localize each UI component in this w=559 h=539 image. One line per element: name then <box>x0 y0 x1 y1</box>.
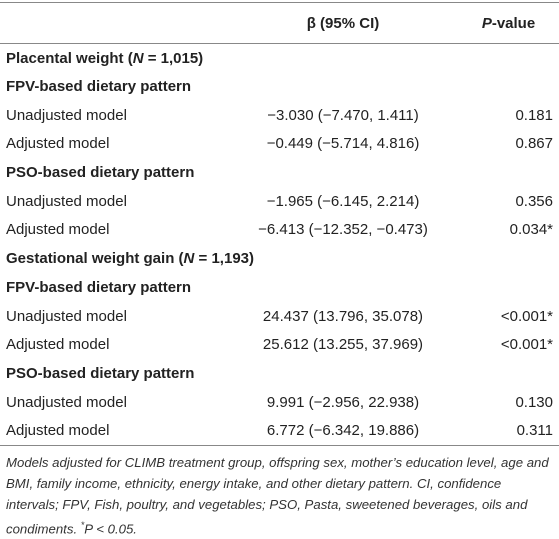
estimate: 6.772 (−6.342, 19.886) <box>266 422 420 440</box>
estimate: −0.449 (−5.714, 4.816) <box>266 135 420 153</box>
header-row: β (95% CI) P-value <box>0 2 559 44</box>
section-row: Placental weight (N = 1,015) <box>0 44 559 73</box>
model-label: Adjusted model <box>6 135 110 153</box>
section-title-end: = 1,193) <box>194 250 255 268</box>
p-value: 0.130 <box>515 393 553 411</box>
estimate: 9.991 (−2.956, 22.938) <box>266 393 420 411</box>
estimate: −3.030 (−7.470, 1.411) <box>267 106 419 124</box>
p-rest: -value <box>491 14 536 32</box>
group-title: PSO-based dietary pattern <box>6 164 195 182</box>
section-title: Gestational weight gain (N = 1,193) <box>0 244 559 273</box>
p-value-header: P-value <box>458 3 559 44</box>
data-row: Adjusted model 6.772 (−6.342, 19.886) 0.31… <box>0 416 559 446</box>
results-table: β (95% CI) P-value Placental weight (N =… <box>0 2 559 446</box>
section-row: Gestational weight gain (N = 1,193) <box>0 244 559 273</box>
model-label: Adjusted model <box>6 422 110 440</box>
section-title-end: = 1,015) <box>143 49 204 67</box>
p-value: 0.181 <box>515 106 553 124</box>
model-label: Unadjusted model <box>6 192 127 210</box>
data-row: Adjusted model −6.413 (−12.352, −0.473) 0.… <box>0 216 559 245</box>
estimate: 25.612 (13.255, 37.969) <box>262 336 424 354</box>
footnote-rest: < 0.05. <box>92 521 137 537</box>
estimate: −1.965 (−6.145, 2.214) <box>266 192 420 210</box>
data-row: Adjusted model −0.449 (−5.714, 4.816) 0.86… <box>0 130 559 159</box>
section-title-start: Gestational weight gain ( <box>6 250 184 268</box>
p-symbol: P <box>481 14 492 32</box>
estimate: −6.413 (−12.352, −0.473) <box>258 221 428 239</box>
model-label: Unadjusted model <box>6 307 127 325</box>
group-title: PSO-based dietary pattern <box>6 364 195 382</box>
estimate: 24.437 (13.796, 35.078) <box>262 307 424 325</box>
model-label: Adjusted model <box>6 336 110 354</box>
group-row: PSO-based dietary pattern <box>0 158 559 187</box>
model-label: Unadjusted model <box>6 393 127 411</box>
data-row: Unadjusted model 24.437 (13.796, 35.078) <… <box>0 302 559 331</box>
p-value: <0.001* <box>500 336 553 354</box>
model-label: Unadjusted model <box>6 106 127 124</box>
group-row: PSO-based dietary pattern <box>0 359 559 388</box>
data-row: Unadjusted model −3.030 (−7.470, 1.411) 0.… <box>0 101 559 130</box>
n-symbol: N <box>183 250 195 268</box>
label-header <box>0 3 228 44</box>
p-value: 0.311 <box>516 422 553 440</box>
group-row: FPV-based dietary pattern <box>0 273 559 302</box>
p-value: <0.001* <box>500 307 553 325</box>
table-header: β (95% CI) P-value <box>0 2 559 44</box>
group-title: FPV-based dietary pattern <box>6 78 192 96</box>
p-value: 0.356 <box>515 192 553 210</box>
group-title: FPV-based dietary pattern <box>6 278 192 296</box>
group-row: FPV-based dietary pattern <box>0 72 559 101</box>
data-row: Unadjusted model 9.991 (−2.956, 22.938) 0.… <box>0 388 559 417</box>
footnote-p: P <box>84 521 93 537</box>
estimate-header: β (95% CI) <box>306 14 380 32</box>
model-label: Adjusted model <box>6 221 110 239</box>
p-value: 0.867 <box>515 135 553 153</box>
n-symbol: N <box>132 49 144 67</box>
table-body: Placental weight (N = 1,015) FPV-based di… <box>0 44 559 446</box>
footnote: Models adjusted for CLIMB treatment grou… <box>0 446 559 539</box>
data-row: Adjusted model 25.612 (13.255, 37.969) <0.… <box>0 330 559 359</box>
p-value: 0.034* <box>509 221 553 239</box>
section-title-start: Placental weight ( <box>6 49 133 67</box>
section-title: Placental weight (N = 1,015) <box>0 44 559 73</box>
data-row: Unadjusted model −1.965 (−6.145, 2.214) 0.… <box>0 187 559 216</box>
